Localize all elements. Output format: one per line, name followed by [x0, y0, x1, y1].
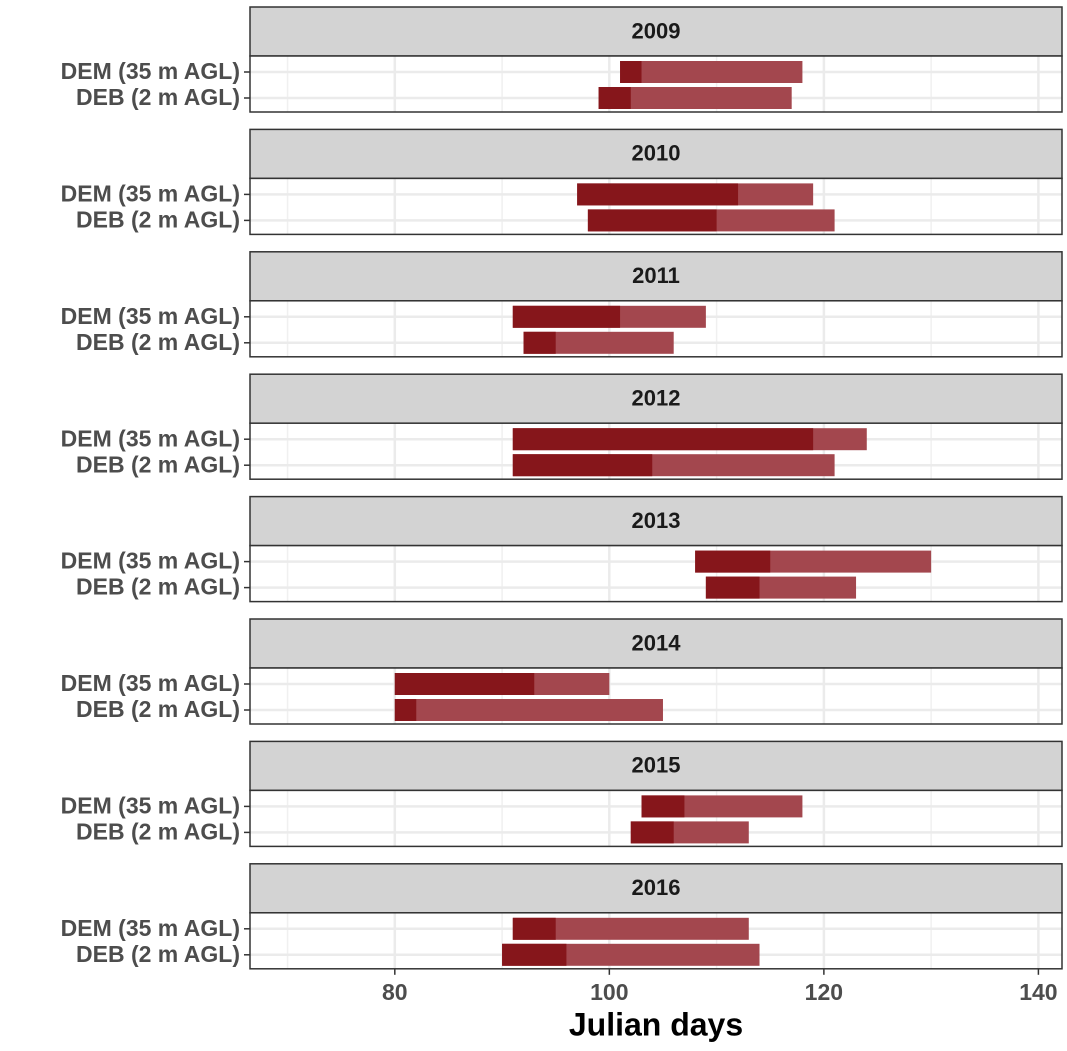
y-tick-label: DEM (35 m AGL): [61, 548, 240, 574]
y-tick-label: DEM (35 m AGL): [61, 670, 240, 696]
x-tick-label: 140: [1019, 979, 1057, 1005]
panel-border: [249, 300, 1063, 358]
peak-bar: [512, 428, 814, 451]
peak-bar: [512, 454, 653, 477]
x-tick-label: 100: [590, 979, 628, 1005]
y-tick-label: DEB (2 m AGL): [76, 941, 240, 967]
strip-title: 2011: [632, 263, 680, 288]
peak-bar: [394, 673, 535, 695]
range-bar: [394, 699, 663, 721]
y-tick-label: DEM (35 m AGL): [61, 425, 240, 451]
strip: [249, 495, 1063, 547]
y-tick-label: DEM (35 m AGL): [61, 792, 240, 818]
strip-title: 2013: [632, 508, 681, 533]
range-bar: [523, 331, 674, 354]
strip-title: 2014: [632, 630, 682, 655]
y-tick-label: DEB (2 m AGL): [76, 574, 240, 600]
y-tick-label: DEM (35 m AGL): [61, 180, 240, 206]
y-tick-label: DEM (35 m AGL): [61, 915, 240, 941]
panel-border: [249, 55, 1063, 113]
panel-border: [249, 667, 1063, 725]
range-bar: [512, 917, 749, 940]
strip: [249, 128, 1063, 180]
y-tick-label: DEB (2 m AGL): [76, 451, 240, 477]
peak-bar: [523, 331, 556, 354]
peak-bar: [630, 821, 674, 844]
panel-border: [249, 177, 1063, 236]
y-tick-label: DEB (2 m AGL): [76, 84, 240, 110]
y-tick-label: DEB (2 m AGL): [76, 329, 240, 355]
y-tick-label: DEB (2 m AGL): [76, 818, 240, 844]
peak-bar: [705, 576, 760, 599]
panel-border: [249, 912, 1063, 970]
peak-bar: [394, 699, 417, 721]
range-bar: [620, 61, 803, 83]
strip-title: 2016: [632, 875, 681, 900]
peak-bar: [695, 550, 771, 573]
range-bar: [598, 87, 792, 109]
y-tick-label: DEM (35 m AGL): [61, 58, 240, 84]
y-tick-label: DEM (35 m AGL): [61, 303, 240, 329]
panel: [250, 545, 1062, 602]
peak-bar: [502, 943, 567, 966]
x-tick-label: 80: [382, 979, 408, 1005]
strip: [249, 863, 1063, 914]
peak-bar: [512, 305, 621, 328]
strip-title: 2009: [632, 18, 681, 43]
peak-bar: [587, 209, 717, 232]
peak-bar: [598, 87, 631, 109]
panel-border: [249, 544, 1063, 603]
peak-bar: [641, 795, 685, 818]
y-tick-label: DEB (2 m AGL): [76, 696, 240, 722]
y-tick-label: DEB (2 m AGL): [76, 206, 240, 232]
x-axis-title: Julian days: [569, 1006, 743, 1042]
strip-title: 2015: [632, 753, 681, 778]
x-tick-label: 120: [805, 979, 843, 1005]
peak-bar: [620, 61, 642, 83]
strip-title: 2012: [632, 386, 681, 411]
peak-bar: [577, 183, 739, 206]
strip-title: 2010: [632, 141, 681, 166]
strip: [249, 6, 1063, 57]
panel-border: [249, 422, 1063, 480]
panel-border: [249, 789, 1063, 848]
peak-bar: [512, 917, 556, 940]
